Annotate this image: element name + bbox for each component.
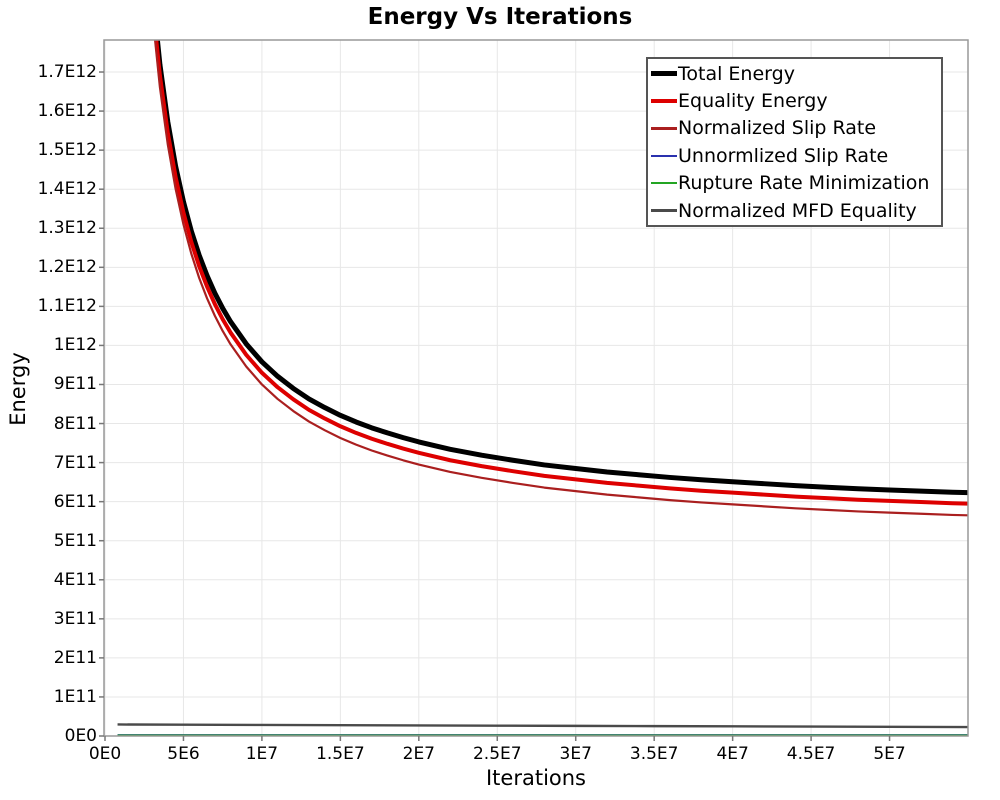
legend-item: Equality Energy [651,87,938,114]
legend-line-swatch-icon [651,127,677,130]
legend: Total Energy Equality Energy Normalized Sl… [646,57,943,228]
legend-item: Rupture Rate Minimization [651,170,938,197]
y-tick-label: 5E11 [53,530,97,551]
y-tick-label: 7E11 [53,452,97,473]
x-tick-label: 0E0 [88,744,122,764]
y-tick-label: 4E11 [53,569,97,590]
plot-border [103,39,969,737]
legend-label: Equality Energy [678,90,828,113]
x-axis-title: Iterations [485,766,587,790]
tick-marks [99,71,891,741]
x-tick-label: 2.5E7 [472,744,522,764]
y-tick-label: 1.1E12 [37,296,97,317]
legend-item: Unnormlized Slip Rate [651,142,938,169]
y-tick-label: 1.4E12 [37,179,97,200]
x-tick-label: 3.5E7 [629,744,679,764]
y-tick-label: 3E11 [53,608,97,629]
legend-line-swatch-icon [651,99,677,104]
legend-label: Total Energy [678,62,795,85]
x-tick-label: 1E7 [245,744,279,764]
y-tick-label: 9E11 [53,374,97,395]
y-tick-label: 6E11 [53,491,97,512]
y-tick-label: 1.7E12 [37,62,97,83]
legend-label: Normalized Slip Rate [678,117,877,140]
y-tick-label: 0E0 [64,726,97,746]
x-tick-label: 1.5E7 [316,744,365,764]
legend-label: Unnormlized Slip Rate [678,144,889,167]
legend-item: Total Energy [651,60,938,87]
legend-line-swatch-icon [651,71,677,77]
chart-title: Energy Vs Iterations [367,4,633,30]
y-tick-label: 2E11 [53,647,97,668]
legend-line-swatch-icon [651,182,677,185]
legend-label: Normalized MFD Equality [678,199,917,222]
legend-item: Normalized MFD Equality [651,197,938,224]
x-tick-label: 4E7 [716,744,749,764]
y-tick-label: 1E11 [53,686,97,707]
series-line-equality-energy [154,40,968,506]
series-line-total-energy [154,40,968,496]
y-tick-label: 1.5E12 [37,140,97,161]
legend-line-swatch-icon [651,209,677,212]
legend-line-swatch-icon [651,154,677,157]
series-line-normalized-slip-rate [153,40,968,517]
y-tick-label: 1E12 [53,335,97,356]
y-tick-label: 1.2E12 [37,257,97,278]
series-line-normalized-mfd-equality [117,723,968,729]
x-tick-label: 5E6 [167,744,200,764]
legend-label: Rupture Rate Minimization [678,172,930,195]
x-tick-label: 2E7 [402,744,435,764]
y-tick-label: 8E11 [53,413,97,434]
y-tick-label: 1.3E12 [37,218,97,239]
y-tick-label: 1.6E12 [37,101,97,122]
legend-item: Normalized Slip Rate [651,115,938,142]
x-tick-label: 3E7 [559,744,592,764]
x-tick-label: 4.5E7 [786,744,836,764]
x-tick-label: 5E7 [873,744,906,764]
